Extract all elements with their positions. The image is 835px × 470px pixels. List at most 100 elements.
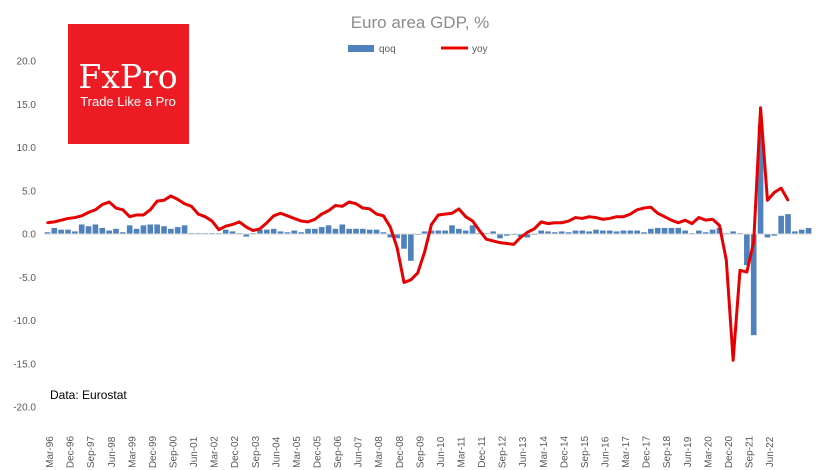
yoy-point — [457, 207, 461, 211]
x-tick-label: Dec-02 — [230, 435, 241, 468]
qoq-bar — [312, 228, 318, 234]
yoy-point — [155, 199, 159, 203]
yoy-point — [128, 215, 131, 218]
x-tick-label: Jun-07 — [354, 436, 365, 467]
yoy-point — [46, 221, 49, 224]
legend: qoq yoy — [348, 44, 488, 55]
qoq-bar — [545, 231, 551, 234]
yoy-point — [190, 205, 193, 208]
yoy-point — [306, 220, 310, 224]
qoq-bar — [72, 231, 78, 234]
yoy-point — [135, 213, 138, 217]
y-axis: 20.0 15.0 10.0 5.0 0.0 -5.0 -10.0 -15.0 -20.0 — [13, 57, 36, 414]
qoq-bar — [394, 234, 400, 239]
yoy-points — [46, 106, 790, 362]
yoy-point — [245, 225, 248, 229]
yoy-point — [649, 205, 653, 209]
qoq-bar — [133, 228, 140, 234]
yoy-point — [786, 199, 790, 202]
yoy-point — [354, 202, 358, 205]
yoy-point — [416, 271, 419, 275]
yoy-point — [629, 212, 632, 216]
yoy-point — [423, 250, 426, 254]
qoq-bar — [174, 227, 181, 234]
qoq-bar — [222, 229, 229, 234]
yoy-point — [759, 106, 762, 109]
x-tick-label: Dec-96 — [66, 435, 77, 468]
qoq-bar — [353, 228, 359, 234]
qoq-bar — [709, 229, 716, 234]
yoy-point — [745, 270, 749, 274]
yoy-point — [539, 220, 543, 224]
qoq-bar — [120, 232, 126, 234]
yoy-point — [635, 208, 639, 211]
qoq-bar — [243, 234, 250, 237]
qoq-bar — [360, 228, 366, 234]
x-tick-label: Mar-11 — [457, 436, 468, 467]
yoy-point — [299, 219, 303, 223]
x-tick-label: Mar-20 — [703, 436, 714, 468]
qoq-bar — [620, 230, 627, 234]
fxpro-logo: FxPro Trade Like a Pro — [68, 24, 189, 144]
qoq-bar — [449, 225, 455, 234]
yoy-point — [622, 215, 625, 218]
x-tick-label: Mar-14 — [539, 436, 550, 468]
yoy-point — [642, 206, 646, 210]
qoq-bar — [332, 228, 339, 234]
qoq-bar — [92, 224, 99, 234]
yoy-point — [656, 212, 659, 215]
x-tick-label: Mar-96 — [45, 436, 56, 468]
qoq-bar — [490, 231, 496, 234]
yoy-point — [224, 225, 227, 228]
yoy-point — [485, 237, 488, 241]
x-tick-label: Jun-04 — [271, 436, 282, 467]
qoq-bar — [346, 228, 352, 234]
qoq-bar — [401, 234, 407, 249]
yoy-point — [334, 204, 337, 207]
x-axis: Mar-96 Dec-96 Sep-97 Jun-98 Mar-99 Dec-99 Sep-… — [45, 435, 776, 468]
qoq-bar — [524, 234, 531, 238]
yoy-point — [581, 217, 584, 220]
x-tick-label: Mar-17 — [621, 436, 632, 468]
x-tick-label: Mar-05 — [292, 436, 303, 468]
yoy-point — [80, 214, 83, 218]
x-tick-label: Sep-21 — [745, 435, 756, 468]
qoq-bar — [168, 228, 174, 234]
yoy-point — [519, 236, 522, 239]
yoy-point — [53, 220, 56, 224]
qoq-bar — [421, 231, 428, 234]
qoq-bar — [284, 232, 291, 234]
yoy-point — [738, 269, 742, 272]
yoy-point — [217, 228, 221, 231]
x-tick-label: Mar-08 — [374, 436, 385, 468]
x-tick-label: Dec-20 — [724, 435, 735, 468]
qoq-bar — [305, 228, 311, 234]
qoq-bar — [627, 230, 634, 234]
qoq-bar — [750, 234, 757, 336]
yoy-point — [368, 207, 371, 211]
yoy-point — [347, 200, 351, 204]
qoq-bar — [44, 232, 51, 234]
yoy-point — [183, 202, 186, 205]
yoy-point — [94, 208, 97, 211]
x-tick-label: Dec-11 — [477, 436, 488, 468]
qoq-bar — [771, 234, 778, 236]
qoq-bar — [161, 226, 167, 234]
yoy-point — [690, 222, 694, 225]
yoy-point — [313, 218, 317, 221]
x-tick-label: Dec-08 — [395, 435, 406, 468]
logo-tagline: Trade Like a Pro — [80, 94, 176, 109]
qoq-bar — [456, 228, 462, 234]
x-tick-label: Jun-01 — [189, 436, 200, 467]
yoy-point — [725, 258, 728, 262]
yoy-point — [533, 227, 536, 231]
yoy-point — [779, 186, 783, 190]
yoy-point — [663, 215, 666, 218]
yoy-point — [546, 222, 550, 225]
yoy-point — [567, 219, 570, 223]
qoq-bar — [99, 227, 106, 234]
qoq-bar — [517, 234, 524, 237]
yoy-point — [526, 231, 529, 234]
qoq-bar — [462, 230, 469, 234]
yoy-point — [574, 216, 577, 219]
